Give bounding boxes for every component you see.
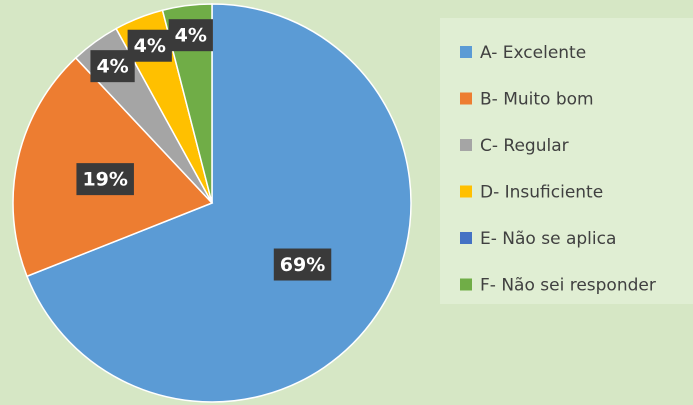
data-label: 4% xyxy=(168,19,213,52)
legend-swatch xyxy=(460,46,472,58)
legend-label: A- Excelente xyxy=(480,43,586,63)
legend-label: B- Muito bom xyxy=(480,90,594,110)
legend-swatch xyxy=(460,185,472,198)
data-label: 4% xyxy=(90,50,135,83)
data-label-box xyxy=(273,248,332,281)
legend-label: D- Insuficiente xyxy=(480,183,603,203)
data-label-text: 4% xyxy=(175,25,207,47)
data-label-box xyxy=(127,29,172,62)
data-label-box xyxy=(76,163,134,196)
data-label-text: 19% xyxy=(82,169,127,191)
data-label: 4% xyxy=(127,29,172,62)
data-label-box xyxy=(90,50,135,83)
legend-label: F- Não sei responder xyxy=(480,276,656,296)
legend-swatch xyxy=(460,278,472,291)
data-label: 19% xyxy=(76,163,134,196)
legend-label: C- Regular xyxy=(480,136,569,156)
data-label: 69% xyxy=(273,248,332,281)
data-label-text: 69% xyxy=(280,254,325,276)
legend-swatch xyxy=(460,92,472,105)
data-label-text: 4% xyxy=(96,56,128,78)
legend-swatch xyxy=(460,232,472,244)
legend-swatch xyxy=(460,139,472,151)
legend-label: E- Não se aplica xyxy=(480,229,616,249)
pie-slice xyxy=(25,3,412,403)
legend-box xyxy=(440,18,693,304)
data-label-text: 4% xyxy=(134,35,166,57)
pie-slice xyxy=(161,3,213,204)
data-label-box xyxy=(168,19,213,52)
